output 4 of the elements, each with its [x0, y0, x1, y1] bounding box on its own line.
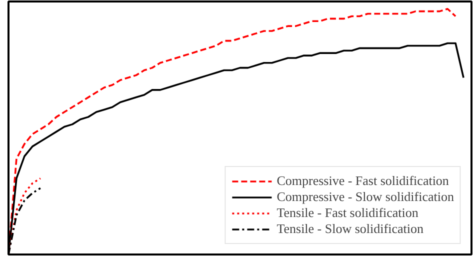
- legend-label: Compressive - Slow solidification: [276, 189, 454, 205]
- legend-label: Tensile - Fast solidification: [276, 205, 418, 221]
- legend-label: Compressive - Fast solidification: [276, 173, 449, 189]
- legend-label: Tensile - Slow solidification: [276, 221, 424, 237]
